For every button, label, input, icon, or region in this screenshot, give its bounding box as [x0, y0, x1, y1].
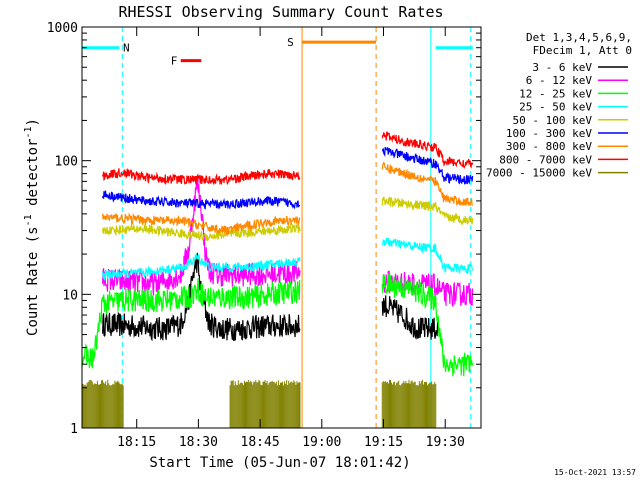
y-tick-label: 1000 — [47, 21, 78, 36]
legend-entry-label: 7000 - 15000 keV — [486, 167, 592, 180]
series-line — [381, 295, 441, 341]
legend-entry-label: 6 - 12 keV — [526, 74, 593, 87]
x-tick-label: 18:15 — [117, 435, 156, 450]
y-axis-label-end: ) — [25, 118, 41, 126]
y-tick-label: 100 — [55, 155, 78, 170]
x-tick-label: 19:30 — [426, 435, 465, 450]
legend: Det 1,3,4,5,6,9, FDecim 1, Att 0 3 - 6 k… — [486, 31, 632, 180]
chart-title: RHESSI Observing Summary Count Rates — [118, 3, 443, 21]
x-axis-label: Start Time (05-Jun-07 18:01:42) — [149, 455, 410, 471]
x-tick-label: 19:15 — [364, 435, 403, 450]
x-tick-label: 19:00 — [302, 435, 341, 450]
series-line — [102, 253, 301, 281]
series-line — [381, 161, 473, 207]
y-axis-label-main: Count Rate (s — [25, 226, 41, 336]
y-axis-label-sup2: -1 — [23, 126, 34, 138]
x-tick-label: 18:30 — [179, 435, 218, 450]
series-block — [229, 379, 301, 428]
footer-timestamp: 15-Oct-2021 13:57 — [554, 468, 636, 477]
series-line — [102, 168, 301, 186]
legend-entry-label: 100 - 300 keV — [506, 127, 592, 140]
series-block — [381, 379, 437, 428]
axis-layer: 18:15 18:30 18:45 19:00 19:15 19:30 1 10 100 1000 — [47, 21, 481, 450]
vline-layer — [121, 27, 472, 428]
series-line — [381, 131, 474, 169]
y-axis-label-sup1: -1 — [23, 214, 34, 226]
y-tick-label: 10 — [62, 288, 78, 303]
legend-header-line-2: FDecim 1, Att 0 — [533, 44, 632, 57]
series-line — [102, 190, 301, 211]
series-layer — [81, 131, 474, 428]
legend-entry-label: 50 - 100 keV — [513, 114, 593, 127]
legend-entry-label: 800 - 7000 keV — [499, 153, 592, 166]
series-line — [381, 196, 474, 225]
y-axis-label: Count Rate (s-1 detector-1) — [23, 118, 41, 336]
interval-label: S — [287, 36, 294, 49]
legend-entry-label: 25 - 50 keV — [519, 101, 592, 114]
x-tick-label: 18:45 — [241, 435, 280, 450]
series-line — [102, 222, 301, 242]
series-line — [81, 278, 301, 369]
plot-frame — [81, 26, 482, 429]
legend-entry-label: 12 - 25 keV — [519, 87, 592, 100]
y-axis-label-mid: detector — [25, 139, 41, 215]
series-line — [102, 212, 301, 237]
interval-label: F — [171, 55, 178, 68]
legend-header-line-1: Det 1,3,4,5,6,9, — [526, 31, 632, 44]
series-line — [381, 146, 474, 185]
series-line — [381, 237, 474, 274]
interval-label: N — [123, 42, 130, 55]
series-block — [81, 379, 124, 428]
legend-entry-label: 3 - 6 keV — [532, 61, 592, 74]
legend-entry-label: 300 - 800 keV — [506, 140, 592, 153]
annotation-layer: N F S — [82, 36, 473, 68]
y-tick-label: 1 — [70, 422, 78, 437]
series-line — [381, 273, 474, 377]
